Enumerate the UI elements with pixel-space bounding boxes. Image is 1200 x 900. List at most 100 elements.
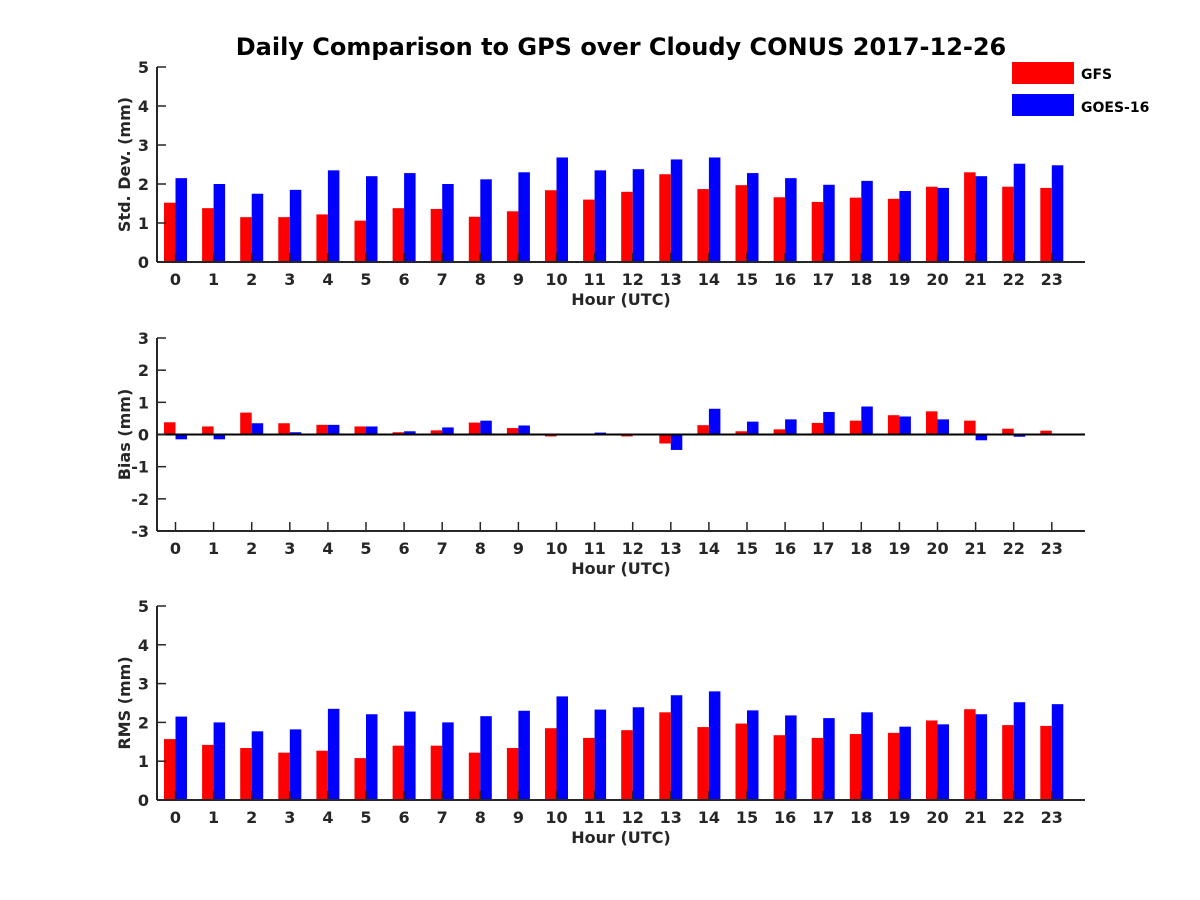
y-tick-label: 4 <box>138 97 149 116</box>
x-tick-label: 18 <box>850 270 872 289</box>
bar-gfs-hour-22 <box>1002 186 1014 262</box>
bar-goes16-hour-3 <box>289 729 302 800</box>
bar-gfs-hour-13 <box>659 712 671 800</box>
bar-goes16-hour-0 <box>175 716 187 800</box>
bar-goes16-hour-13 <box>670 695 683 800</box>
x-tick-label: 2 <box>246 539 257 558</box>
bar-goes16-hour-22 <box>1013 163 1026 262</box>
x-tick-label: 17 <box>812 808 834 827</box>
bar-goes16-hour-7 <box>442 427 454 435</box>
bar-goes16-hour-15 <box>747 421 759 435</box>
bar-goes16-hour-19 <box>899 726 911 800</box>
x-tick-label: 19 <box>888 539 910 558</box>
bar-goes16-hour-16 <box>785 715 797 800</box>
bar-gfs-hour-22 <box>1002 725 1014 800</box>
bar-gfs-hour-17 <box>811 201 824 262</box>
x-tick-label: 23 <box>1041 539 1063 558</box>
x-tick-label: 0 <box>170 270 181 289</box>
bar-goes16-hour-16 <box>785 178 797 262</box>
bar-gfs-hour-2 <box>240 748 252 800</box>
x-tick-label: 9 <box>513 270 524 289</box>
bar-gfs-hour-11 <box>583 737 595 800</box>
bar-goes16-hour-9 <box>518 710 530 800</box>
y-tick-label: 2 <box>138 713 149 732</box>
x-tick-label: 12 <box>622 539 644 558</box>
x-tick-label: 23 <box>1041 270 1063 289</box>
bar-goes16-hour-16 <box>785 419 797 435</box>
bar-gfs-hour-1 <box>202 208 214 262</box>
x-tick-label: 2 <box>246 808 257 827</box>
bar-goes16-hour-13 <box>670 159 683 262</box>
x-tick-label: 4 <box>322 539 333 558</box>
y-tick-label: 3 <box>138 675 149 694</box>
bar-gfs-hour-17 <box>811 737 824 800</box>
x-tick-label: 1 <box>208 808 219 827</box>
bar-goes16-hour-12 <box>632 707 645 800</box>
x-tick-label: 3 <box>284 539 295 558</box>
y-tick-label: -1 <box>131 458 149 477</box>
bar-gfs-hour-0 <box>164 202 176 262</box>
y-tick-label: 2 <box>138 361 149 380</box>
bar-goes16-hour-8 <box>480 179 492 262</box>
bar-gfs-hour-18 <box>849 420 862 435</box>
y-tick-label: 3 <box>138 136 149 155</box>
bar-goes16-hour-20 <box>937 187 949 262</box>
bar-goes16-hour-22 <box>1013 702 1026 800</box>
bar-goes16-hour-15 <box>747 710 759 800</box>
bar-gfs-hour-7 <box>430 745 443 800</box>
bar-goes16-hour-5 <box>366 176 378 262</box>
bar-gfs-hour-5 <box>354 426 366 435</box>
bar-gfs-hour-23 <box>1040 187 1052 262</box>
x-tick-label: 16 <box>774 808 796 827</box>
x-tick-label: 8 <box>475 539 486 558</box>
x-tick-label: 10 <box>545 270 567 289</box>
x-tick-label: 18 <box>850 808 872 827</box>
bar-gfs-hour-15 <box>735 431 747 435</box>
bar-goes16-hour-8 <box>480 420 492 435</box>
bar-gfs-hour-15 <box>735 723 747 800</box>
x-tick-label: 11 <box>583 270 605 289</box>
bar-gfs-hour-14 <box>697 727 709 800</box>
x-tick-label: 14 <box>698 539 720 558</box>
bar-goes16-hour-21 <box>975 434 988 441</box>
x-tick-label: 3 <box>284 270 295 289</box>
bar-goes16-hour-22 <box>1013 434 1026 437</box>
chart-title: Daily Comparison to GPS over Cloudy CONU… <box>236 33 1007 61</box>
x-tick-label: 4 <box>322 808 333 827</box>
bar-goes16-hour-6 <box>404 431 416 435</box>
bar-gfs-hour-5 <box>354 758 366 800</box>
x-tick-label: 17 <box>812 270 834 289</box>
x-tick-label: 7 <box>437 270 448 289</box>
bar-gfs-hour-8 <box>468 216 481 262</box>
x-tick-label: 6 <box>399 808 410 827</box>
x-tick-label: 14 <box>698 808 720 827</box>
x-tick-label: 16 <box>774 539 796 558</box>
bar-goes16-hour-14 <box>708 691 721 800</box>
bar-goes16-hour-1 <box>213 722 226 800</box>
x-tick-label: 23 <box>1041 808 1063 827</box>
bar-goes16-hour-17 <box>823 718 835 800</box>
bar-gfs-hour-6 <box>392 208 405 262</box>
x-tick-label: 12 <box>622 270 644 289</box>
bar-gfs-hour-1 <box>202 426 214 435</box>
bar-gfs-hour-21 <box>964 172 976 262</box>
x-tick-label: 21 <box>964 808 986 827</box>
x-tick-label: 22 <box>1003 270 1025 289</box>
x-tick-label: 20 <box>926 270 948 289</box>
bar-goes16-hour-18 <box>861 406 873 435</box>
x-tick-label: 13 <box>660 539 682 558</box>
bar-goes16-hour-4 <box>327 170 340 262</box>
y-tick-label: 5 <box>138 58 149 77</box>
bar-gfs-hour-3 <box>278 423 290 435</box>
x-tick-label: 14 <box>698 270 720 289</box>
y-tick-label: 0 <box>138 426 149 445</box>
y-tick-label: -3 <box>131 522 149 541</box>
y-axis-label: RMS (mm) <box>115 656 134 749</box>
x-tick-label: 19 <box>888 270 910 289</box>
bar-gfs-hour-9 <box>506 211 519 262</box>
bar-gfs-hour-13 <box>659 434 671 444</box>
